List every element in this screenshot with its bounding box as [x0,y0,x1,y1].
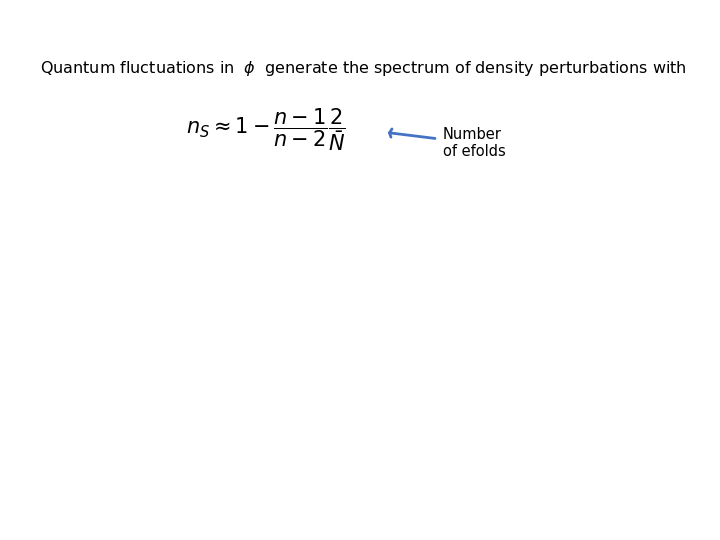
Text: Quantum fluctuations in  $\phi$  generate the spectrum of density perturbations : Quantum fluctuations in $\phi$ generate … [40,59,686,78]
Text: $n_S \approx 1 - \dfrac{n-1}{n-2} \dfrac{2}{\bar{N}}$: $n_S \approx 1 - \dfrac{n-1}{n-2} \dfrac… [186,106,346,153]
Text: Number
of efolds: Number of efolds [443,127,505,159]
